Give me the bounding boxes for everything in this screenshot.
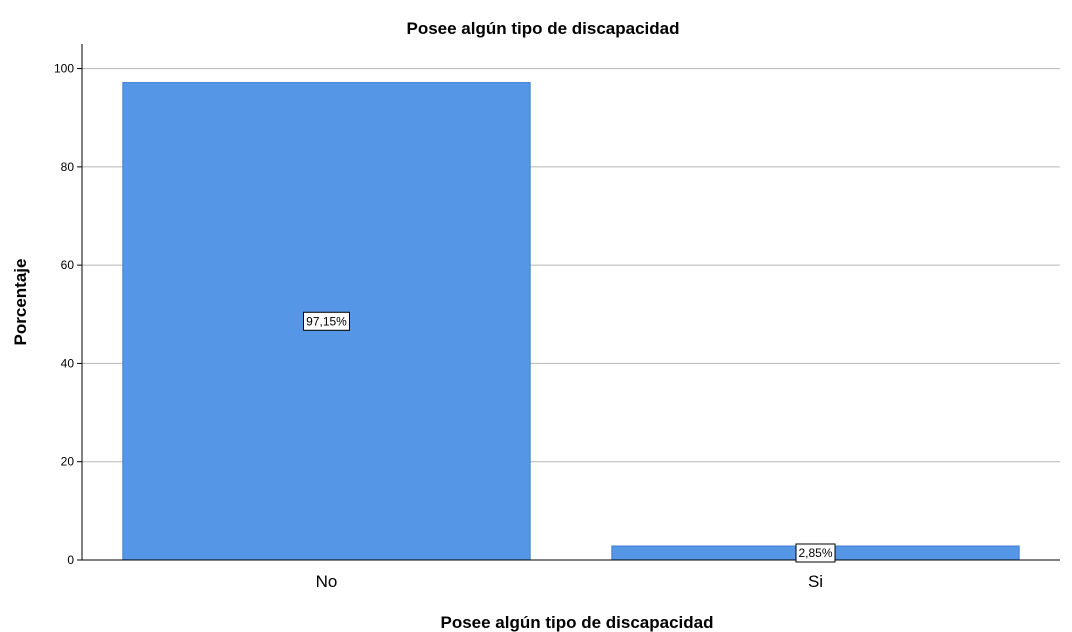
y-axis-title: Porcentaje [11,259,30,346]
y-tick-label: 60 [61,258,75,272]
y-tick-label: 0 [67,553,74,567]
data-label-box [795,543,836,563]
axes: 0 20 40 60 80 100 No Si [54,44,1060,591]
y-tick-label: 40 [61,356,75,370]
chart-title: Posee algún tipo de discapacidad [406,19,679,38]
x-tick-label: Si [808,572,823,591]
y-tick-label: 20 [61,455,75,469]
x-tick-label: No [316,572,338,591]
data-label: 2,85% [798,546,832,560]
data-labels: 97,15% 2,85% [303,311,836,563]
bars [122,82,1020,561]
y-tick-label: 80 [61,160,75,174]
y-tick-label: 100 [54,62,74,76]
data-label-box [303,311,350,331]
x-axis-title: Posee algún tipo de discapacidad [440,613,713,632]
data-label: 97,15% [306,314,347,328]
